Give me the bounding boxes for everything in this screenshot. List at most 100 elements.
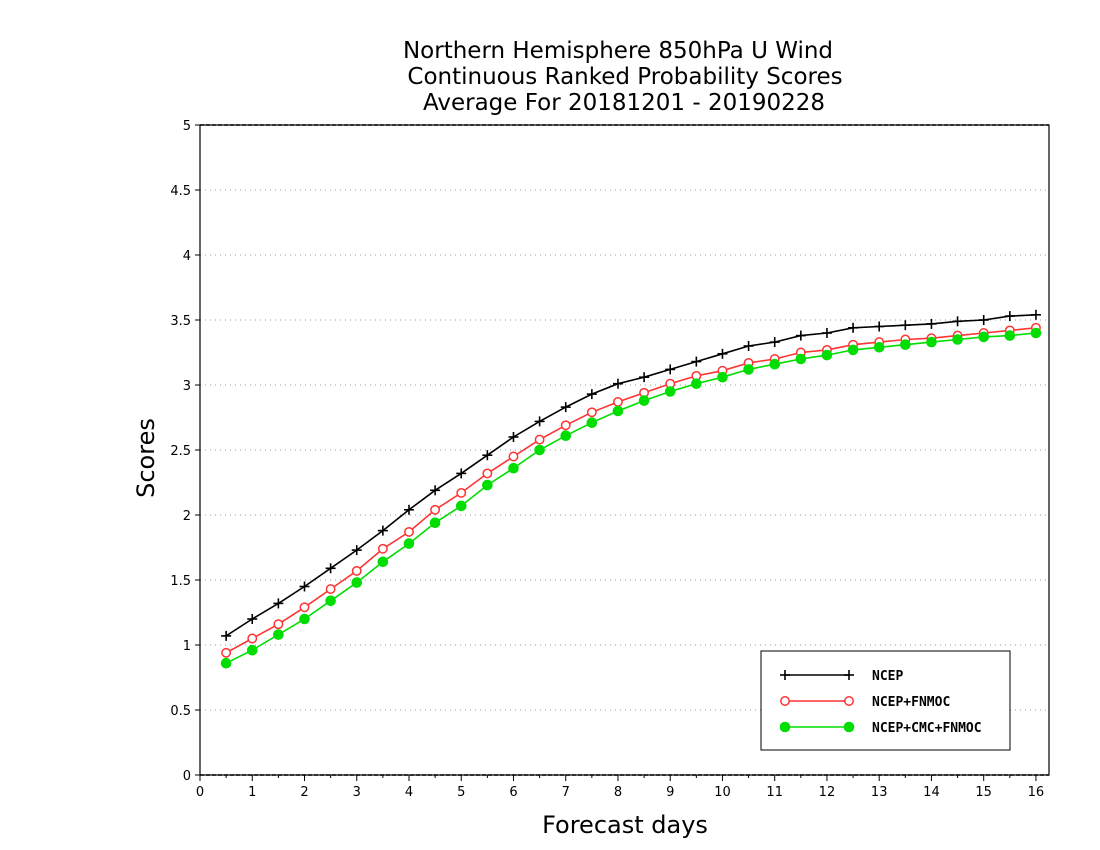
y-tick-label: 4 bbox=[183, 249, 191, 264]
data-point bbox=[821, 328, 832, 338]
data-point bbox=[1004, 311, 1015, 322]
y-tick-label: 3 bbox=[183, 379, 191, 394]
data-point bbox=[325, 595, 336, 607]
data-point bbox=[508, 432, 519, 442]
data-point bbox=[455, 500, 467, 512]
data-point bbox=[952, 334, 963, 345]
legend-marker bbox=[844, 670, 854, 680]
data-point bbox=[430, 485, 441, 496]
x-tick-label: 2 bbox=[300, 785, 308, 800]
series-line bbox=[225, 314, 1036, 637]
data-point bbox=[456, 468, 467, 479]
x-tick-label: 10 bbox=[714, 785, 731, 800]
x-tick-label: 12 bbox=[819, 785, 836, 800]
data-point bbox=[847, 344, 859, 356]
data-point bbox=[795, 353, 807, 365]
data-point bbox=[482, 450, 493, 461]
data-point bbox=[717, 348, 728, 359]
data-point bbox=[769, 337, 780, 348]
data-point bbox=[1030, 309, 1041, 320]
data-point bbox=[560, 402, 571, 413]
x-tick-label: 1 bbox=[248, 785, 256, 800]
data-point bbox=[325, 584, 336, 595]
data-point bbox=[351, 577, 363, 588]
axis-ticks: 00.511.522.533.544.550 1 2 3 4 5 6 7 8 9 10 11 12 13 1… bbox=[170, 119, 1044, 800]
data-point bbox=[534, 444, 545, 456]
data-point bbox=[691, 378, 702, 390]
legend: NCEP NCEP+FNMOC NCEP+CMC+FNMOC bbox=[760, 650, 1011, 751]
x-tick-label: 4 bbox=[405, 785, 413, 800]
y-tick-label: 1.5 bbox=[170, 574, 191, 589]
data-point bbox=[534, 434, 545, 445]
data-point bbox=[221, 647, 232, 658]
x-tick-label: 16 bbox=[1028, 785, 1045, 800]
legend-label: NCEP bbox=[872, 669, 903, 684]
legend-marker bbox=[779, 721, 791, 733]
series-line bbox=[225, 332, 1036, 664]
legend-entries: NCEP NCEP+FNMOC NCEP+CMC+FNMOC bbox=[779, 669, 982, 736]
series-line bbox=[225, 327, 1036, 654]
y-tick-label: 0 bbox=[183, 769, 191, 784]
data-point bbox=[586, 417, 598, 429]
data-point bbox=[926, 318, 937, 329]
data-point bbox=[377, 556, 389, 568]
series-layer bbox=[220, 309, 1042, 669]
y-tick-label: 3.5 bbox=[170, 314, 191, 329]
data-point bbox=[586, 389, 597, 400]
data-point bbox=[848, 322, 859, 333]
data-point bbox=[926, 336, 937, 348]
data-point bbox=[273, 629, 284, 640]
data-point bbox=[351, 565, 362, 576]
x-tick-label: 9 bbox=[666, 785, 674, 800]
x-tick-label: 7 bbox=[562, 785, 570, 800]
data-point bbox=[639, 372, 650, 383]
y-tick-label: 5 bbox=[183, 119, 191, 134]
x-tick-label: 11 bbox=[766, 785, 783, 800]
data-point bbox=[664, 386, 676, 397]
data-point bbox=[874, 321, 885, 332]
data-point bbox=[613, 396, 623, 407]
legend-label: NCEP+FNMOC bbox=[872, 695, 950, 710]
legend-marker bbox=[844, 696, 854, 706]
data-point bbox=[403, 538, 415, 549]
legend-marker bbox=[780, 670, 790, 680]
data-point bbox=[743, 341, 754, 351]
data-point bbox=[978, 331, 989, 343]
data-point bbox=[873, 342, 885, 353]
data-point bbox=[482, 468, 493, 479]
data-point bbox=[978, 315, 989, 325]
data-point bbox=[299, 602, 310, 613]
data-point bbox=[273, 619, 284, 630]
data-point bbox=[325, 563, 336, 574]
data-point bbox=[638, 395, 650, 406]
y-tick-label: 1 bbox=[183, 639, 191, 654]
data-point bbox=[769, 358, 781, 370]
data-point bbox=[429, 517, 441, 529]
data-point bbox=[612, 405, 624, 417]
data-point bbox=[377, 543, 388, 554]
series-ncep-fnmoc bbox=[221, 322, 1041, 658]
data-point bbox=[534, 416, 545, 427]
legend-item: NCEP bbox=[780, 669, 903, 684]
x-tick-label: 13 bbox=[871, 785, 888, 800]
chart-title: Northern Hemisphere 850hPa U Wind Contin… bbox=[403, 38, 843, 116]
chart-title-line-2: Continuous Ranked Probability Scores bbox=[407, 64, 842, 90]
data-point bbox=[560, 430, 572, 442]
data-point bbox=[1030, 327, 1042, 339]
data-point bbox=[900, 339, 911, 351]
series-ncep bbox=[221, 309, 1041, 641]
data-point bbox=[900, 320, 911, 331]
data-point bbox=[247, 614, 258, 624]
data-point bbox=[273, 598, 284, 609]
x-tick-label: 8 bbox=[614, 785, 622, 800]
data-point bbox=[482, 479, 493, 491]
legend-label: NCEP+CMC+FNMOC bbox=[872, 721, 982, 736]
x-tick-label: 15 bbox=[975, 785, 992, 800]
x-tick-label: 3 bbox=[353, 785, 361, 800]
legend-marker bbox=[780, 696, 790, 706]
legend-item: NCEP+FNMOC bbox=[780, 695, 950, 710]
series-ncep-cmc-fnmoc bbox=[220, 327, 1042, 669]
data-point bbox=[560, 420, 571, 431]
data-point bbox=[508, 451, 519, 462]
